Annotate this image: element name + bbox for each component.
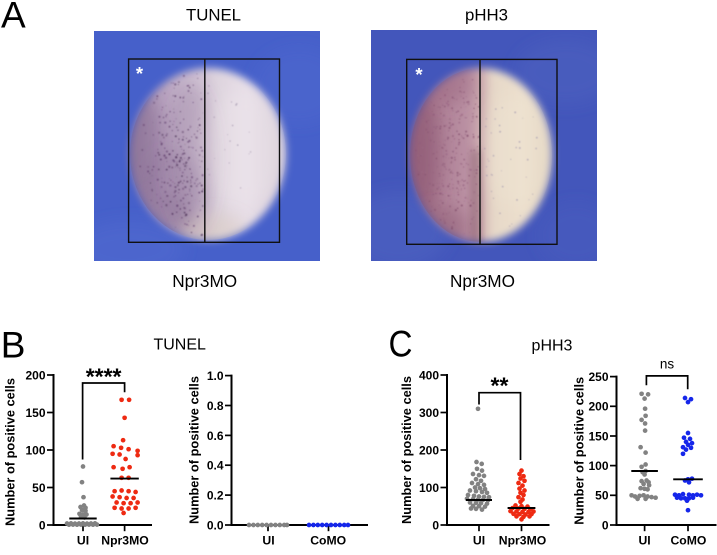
svg-text:A: A [1,0,26,36]
svg-text:100: 100 [25,443,45,457]
svg-text:Number of positive cells: Number of positive cells [187,376,202,524]
svg-text:0: 0 [39,518,46,532]
svg-text:C: C [389,323,413,364]
svg-text:300: 300 [419,406,439,420]
svg-text:400: 400 [419,368,439,382]
svg-text:200: 200 [588,400,608,414]
svg-text:Npr3MO: Npr3MO [172,271,237,291]
svg-text:**: ** [491,373,509,399]
svg-text:0.8: 0.8 [207,399,224,413]
svg-text:UI: UI [262,534,274,548]
svg-text:Npr3MO: Npr3MO [499,534,546,548]
svg-text:pHH3: pHH3 [465,6,508,25]
svg-text:200: 200 [25,368,45,382]
svg-text:CoMO: CoMO [310,534,346,548]
svg-text:0.0: 0.0 [207,518,224,532]
svg-text:ns: ns [660,357,675,372]
svg-text:*: * [415,64,423,85]
svg-text:0.6: 0.6 [207,429,224,443]
svg-text:0: 0 [432,518,439,532]
svg-text:200: 200 [419,443,439,457]
svg-text:0.4: 0.4 [207,459,224,473]
svg-text:CoMO: CoMO [670,534,706,548]
svg-text:1.0: 1.0 [207,369,224,383]
svg-text:TUNEL: TUNEL [186,6,241,25]
svg-text:****: **** [86,364,122,390]
svg-text:Npr3MO: Npr3MO [450,271,515,291]
svg-text:50: 50 [32,481,46,495]
svg-text:250: 250 [588,370,608,384]
svg-text:150: 150 [25,406,45,420]
svg-text:UI: UI [639,534,651,548]
svg-text:Number of positive cells: Number of positive cells [399,376,414,524]
svg-text:Number of positive cells: Number of positive cells [3,378,18,526]
svg-text:Number of positive cells: Number of positive cells [572,377,587,525]
svg-text:UI: UI [473,534,485,548]
svg-text:0.2: 0.2 [207,489,224,503]
svg-text:150: 150 [588,429,608,443]
svg-text:B: B [1,325,26,366]
svg-text:50: 50 [595,489,609,503]
svg-text:100: 100 [588,459,608,473]
svg-text:UI: UI [77,534,89,548]
svg-text:100: 100 [419,481,439,495]
svg-text:Npr3MO: Npr3MO [101,534,148,548]
svg-text:0: 0 [602,518,609,532]
svg-text:pHH3: pHH3 [532,338,573,355]
svg-text:TUNEL: TUNEL [153,337,206,354]
svg-text:*: * [136,63,144,84]
